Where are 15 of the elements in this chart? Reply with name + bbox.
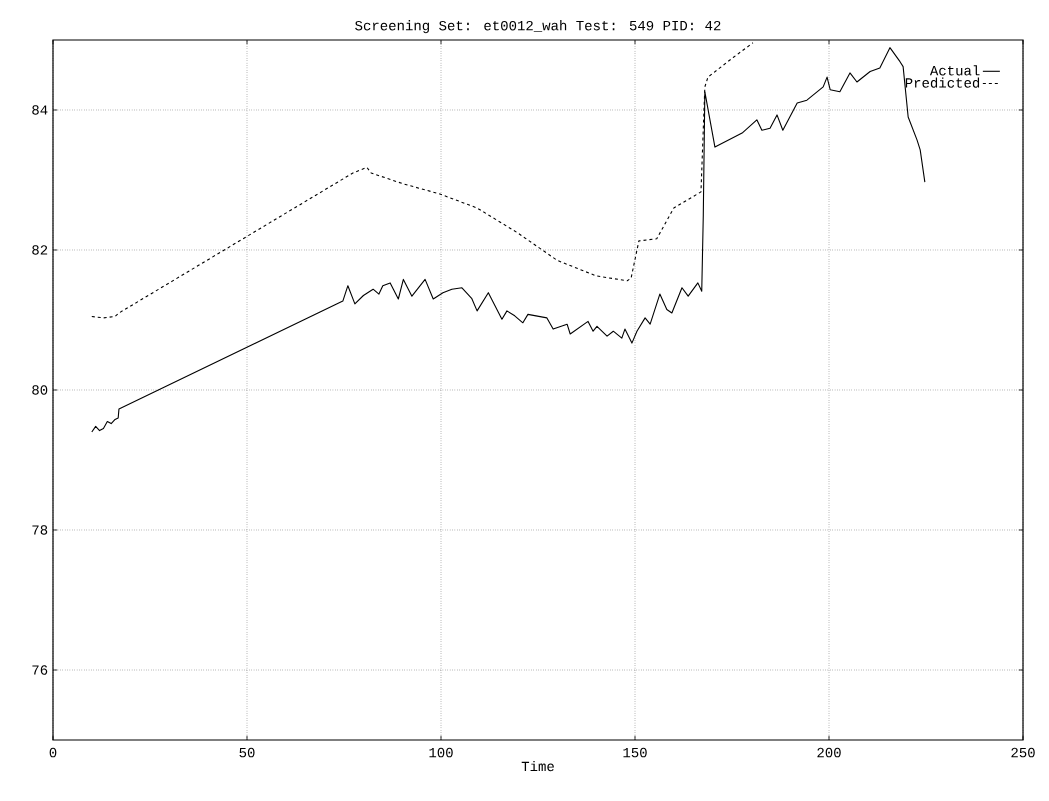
x-tick-label: 250: [1011, 747, 1035, 758]
y-tick-label: 80: [32, 385, 48, 395]
x-tick-label: 0: [49, 747, 57, 758]
chart-title: Screening Set: et0012_wah Test: 549 PID: 42: [355, 20, 721, 34]
y-tick-label: 78: [32, 525, 48, 535]
x-tick-label: 150: [623, 747, 647, 758]
x-axis-title: Time: [521, 760, 554, 772]
y-tick-label: 82: [32, 245, 48, 255]
x-tick-label: 50: [239, 747, 255, 758]
x-tick-label: 100: [429, 747, 453, 758]
legend-label: Actual: [929, 65, 980, 76]
y-tick-label: 84: [32, 105, 48, 115]
legend-label: Predicted: [905, 77, 980, 88]
y-tick-label: 76: [32, 665, 48, 675]
x-tick-label: 200: [817, 747, 841, 758]
